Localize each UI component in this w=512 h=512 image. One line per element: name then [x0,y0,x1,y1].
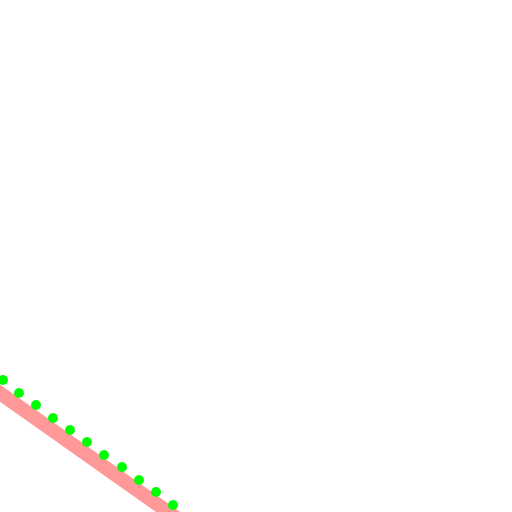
dot [48,413,58,423]
dot [65,425,75,435]
dot [168,500,178,510]
dot [82,437,92,447]
dot [99,450,109,460]
dot [117,462,127,472]
dot [0,375,8,385]
pink-band [0,384,181,512]
green-dots [0,375,178,510]
dot [134,475,144,485]
dot [14,388,24,398]
dot [151,487,161,497]
dot [31,400,41,410]
